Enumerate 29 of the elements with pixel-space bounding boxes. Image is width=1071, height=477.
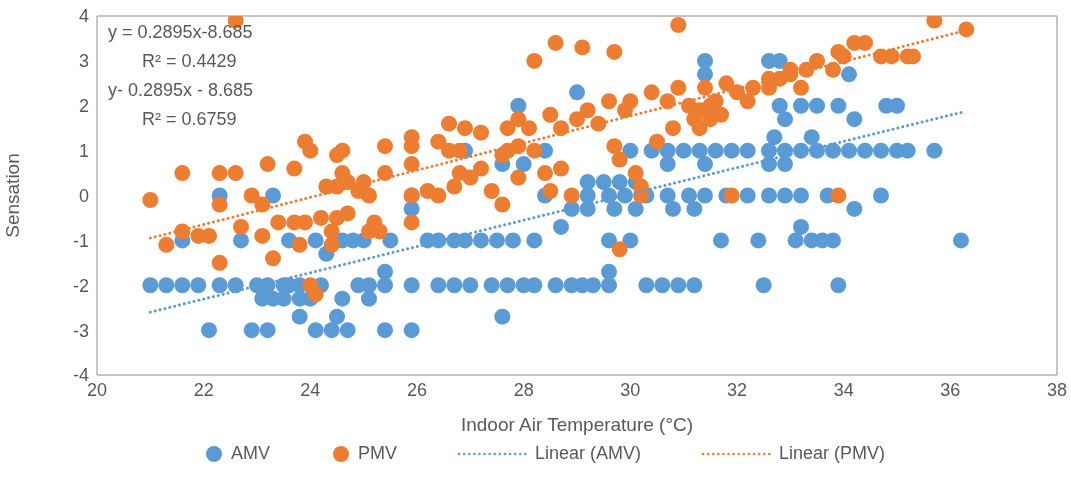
x-tick-label: 24 [300,379,321,400]
y-tick-label: 1 [78,141,89,162]
x-tick-label: 20 [86,379,108,400]
legend-label: AMV [230,443,270,464]
y-tick-label: -2 [72,275,89,296]
legend-label: Linear (AMV) [534,443,642,464]
x-tick-label: 34 [833,379,854,400]
y-tick-label: 3 [78,51,89,72]
x-tick-label: 28 [513,379,534,400]
annotation: y- 0.2895x - 8.685 [108,79,254,102]
x-tick-label: 38 [1046,379,1068,400]
legend-label: Linear (PMV) [779,443,886,464]
annotation: R² = 0.6759 [142,108,238,131]
y-tick-label: 4 [78,6,89,27]
y-axis-title: Sensation [1,153,23,238]
y-tick-label: -4 [72,365,89,386]
x-tick-label: 30 [620,379,641,400]
x-tick-label: 36 [940,379,961,400]
y-tick-label: 2 [78,96,89,117]
annotation: y = 0.2895x-8.685 [108,21,254,44]
annotation: R² = 0.4429 [142,50,238,73]
x-axis-title: Indoor Air Temperature (°C) [460,414,694,435]
x-tick-label: 22 [193,379,214,400]
y-tick-label: 0 [78,185,89,206]
y-tick-label: -3 [72,320,89,341]
legend-label: PMV [357,443,397,464]
y-tick-label: -1 [72,230,89,251]
x-tick-label: 26 [406,379,428,400]
x-tick-label: 32 [726,379,748,400]
